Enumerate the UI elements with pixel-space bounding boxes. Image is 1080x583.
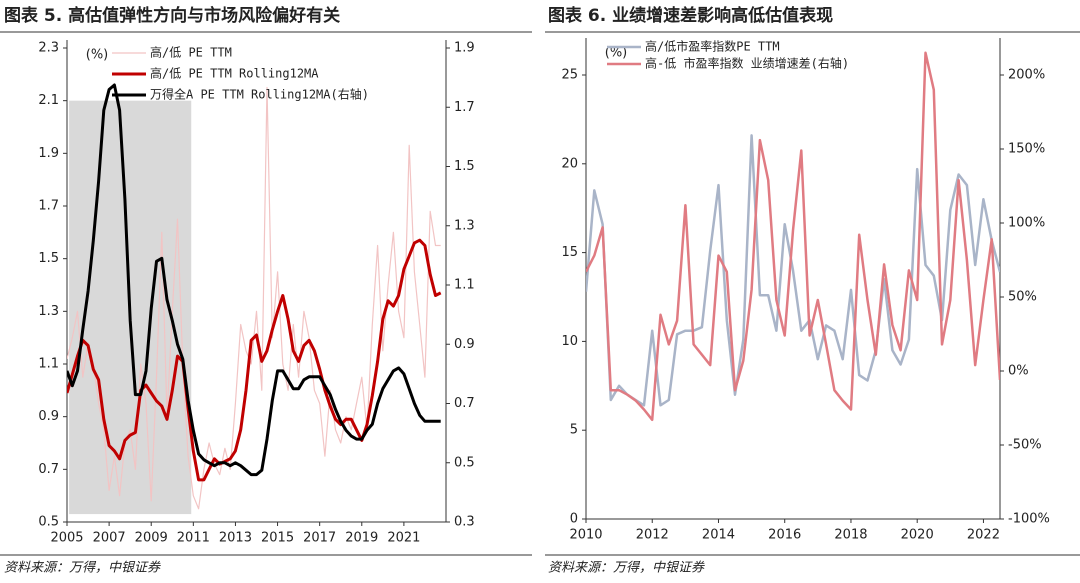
y2-tick-label: 1.1 <box>454 278 475 293</box>
y-tick-label: 5 <box>570 423 578 438</box>
y-tick-label: 0 <box>570 512 578 527</box>
y2-tick-label: 0% <box>1008 364 1029 379</box>
y-tick-label: 15 <box>561 245 578 260</box>
y-tick-label: 25 <box>561 68 578 83</box>
legend-label: 高-低 市盈率指数 业绩增速差(右轴) <box>645 56 849 71</box>
y2-tick-label: 150% <box>1008 142 1045 157</box>
chart-title: 图表 6. 业绩增速差影响高低估值表现 <box>548 5 833 26</box>
y-axis-label: (%) <box>86 48 109 63</box>
y-tick-label: 2.3 <box>38 41 59 56</box>
y2-tick-label: -100% <box>1008 512 1050 527</box>
y-tick-label: 10 <box>561 334 578 349</box>
x-tick-label: 2022 <box>967 528 1000 543</box>
y-tick-label: 0.9 <box>38 409 59 424</box>
y2-tick-label: 0.9 <box>454 337 475 352</box>
y2-tick-label: 1.7 <box>454 100 475 115</box>
y2-tick-label: 100% <box>1008 216 1045 231</box>
y-tick-label: 2.1 <box>38 93 59 108</box>
x-tick-label: 2007 <box>93 531 126 546</box>
y2-tick-label: 1.5 <box>454 159 475 174</box>
series-line <box>67 238 442 482</box>
legend-label: 高/低市盈率指数PE TTM <box>645 39 780 54</box>
y2-tick-label: 0.3 <box>454 515 475 530</box>
y-tick-label: 20 <box>561 156 578 171</box>
y-tick-label: 1.5 <box>38 251 59 266</box>
x-tick-label: 2010 <box>569 528 602 543</box>
source-note: 资料来源：万得，中银证券 <box>4 561 161 576</box>
x-tick-label: 2015 <box>261 531 294 546</box>
y2-tick-label: 1.9 <box>454 41 475 56</box>
y2-tick-label: 200% <box>1008 68 1045 83</box>
x-tick-label: 2016 <box>768 528 801 543</box>
x-tick-label: 2011 <box>177 531 210 546</box>
y-tick-label: 1.1 <box>38 357 59 372</box>
x-tick-label: 2009 <box>135 531 168 546</box>
x-tick-label: 2019 <box>345 531 378 546</box>
y-tick-label: 1.7 <box>38 199 59 214</box>
x-tick-label: 2005 <box>50 531 83 546</box>
x-tick-label: 2021 <box>387 531 420 546</box>
y-tick-label: 0.5 <box>38 515 59 530</box>
y2-tick-label: 50% <box>1008 290 1037 305</box>
plot-area <box>67 83 442 510</box>
y-tick-label: 1.3 <box>38 304 59 319</box>
legend-label: 万得全A PE TTM Rolling12MA(右轴) <box>150 87 369 102</box>
y2-tick-label: -50% <box>1008 438 1042 453</box>
source-note: 资料来源：万得，中银证券 <box>548 561 705 576</box>
y-tick-label: 0.7 <box>38 462 59 477</box>
series-line <box>586 51 1000 422</box>
series-line <box>586 134 1000 407</box>
x-tick-label: 2020 <box>901 528 934 543</box>
x-tick-label: 2012 <box>636 528 669 543</box>
chart-title: 图表 5. 高估值弹性方向与市场风险偏好有关 <box>4 5 340 26</box>
legend-label: 高/低 PE TTM Rolling12MA <box>150 66 319 81</box>
legend-label: 高/低 PE TTM <box>150 45 232 60</box>
x-tick-label: 2017 <box>303 531 336 546</box>
series-line <box>67 83 441 477</box>
y-axis-label: (%) <box>605 46 628 61</box>
x-tick-label: 2013 <box>219 531 252 546</box>
x-tick-label: 2014 <box>702 528 735 543</box>
plot-area <box>586 51 1000 422</box>
y2-tick-label: 0.7 <box>454 396 475 411</box>
y2-tick-label: 0.5 <box>454 455 475 470</box>
y2-tick-label: 1.3 <box>454 218 475 233</box>
y-tick-label: 1.9 <box>38 146 59 161</box>
x-tick-label: 2018 <box>834 528 867 543</box>
